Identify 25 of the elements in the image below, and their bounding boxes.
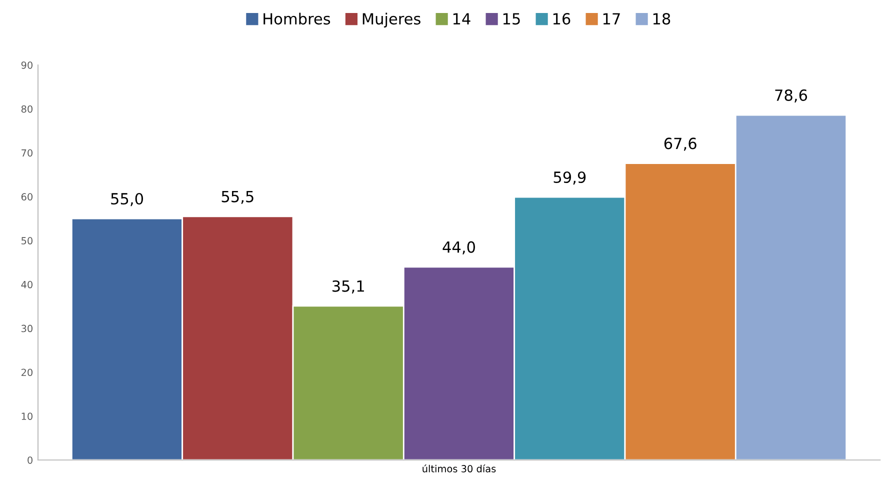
- legend-label: 15: [503, 13, 520, 25]
- data-label: 67,6: [664, 138, 696, 151]
- data-label: 55,5: [222, 190, 254, 204]
- legend-label: Hombres: [264, 12, 330, 25]
- data-label: 44,0: [442, 241, 475, 254]
- legend-label: 16: [553, 13, 570, 25]
- y-tick-label: 80: [21, 105, 32, 113]
- data-label: 35,1: [332, 280, 364, 294]
- y-tick-label: 50: [22, 237, 32, 244]
- y-tick-label: 70: [22, 149, 32, 157]
- data-label: 78,6: [775, 89, 808, 103]
- y-tick-label: 40: [21, 280, 32, 288]
- y-tick-label: 10: [22, 412, 32, 420]
- x-tick-label: últimos 30 días: [422, 464, 496, 472]
- y-tick-label: 90: [21, 61, 32, 69]
- legend-label: 17: [603, 13, 620, 24]
- y-tick-label: 60: [21, 193, 32, 200]
- y-tick-label: 0: [28, 456, 32, 464]
- y-tick-label: 30: [22, 324, 32, 332]
- legend-label: 14: [453, 13, 470, 24]
- data-label: 59,9: [554, 171, 586, 185]
- legend-label: 18: [653, 13, 670, 25]
- data-label: 55,0: [111, 192, 144, 206]
- legend-label: Mujeres: [362, 12, 420, 28]
- y-tick-label: 20: [21, 368, 32, 376]
